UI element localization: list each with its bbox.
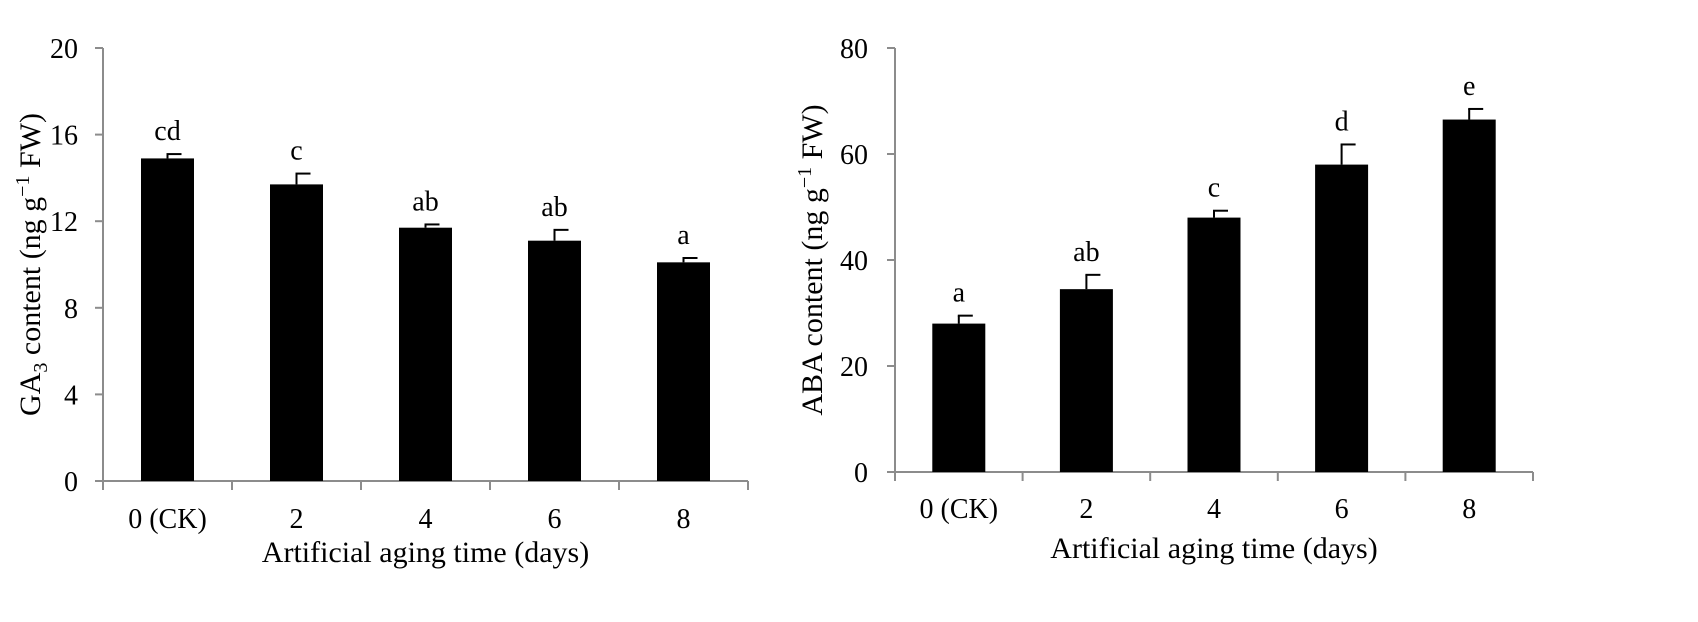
bar (270, 184, 323, 481)
significance-label: ab (1073, 237, 1099, 268)
significance-label: c (1208, 173, 1220, 204)
x-tick-label: 0 (CK) (920, 494, 999, 525)
ga3-chart: 0 4 8 12 16 20 cd 0 (CK) c 2 ab 4 ab 6 a 8 Artificial ag… (12, 34, 749, 569)
significance-label: a (953, 278, 966, 309)
y-axis-title: ABA content (ng g−1 FW) (794, 104, 829, 415)
y-tick-label: 20 (840, 352, 868, 383)
y-tick-label: 0 (64, 467, 78, 498)
y-tick-label: 40 (840, 246, 868, 277)
bar (1315, 164, 1369, 472)
significance-label: d (1335, 106, 1349, 137)
x-tick-label: 2 (290, 504, 304, 535)
bar (1187, 217, 1241, 472)
y-axis-title: GA3 content (ng g−1 FW) (12, 113, 52, 416)
y-tick-label: 8 (64, 294, 78, 325)
bar (932, 323, 986, 472)
bar (141, 158, 194, 482)
aba-chart: 0 20 40 60 80 a 0 (CK) ab 2 c 4 d 6 e 8 Artificial agin… (794, 34, 1534, 565)
x-tick-label: 4 (1207, 494, 1221, 525)
x-tick-label: 6 (548, 504, 562, 535)
x-tick-label: 6 (1335, 494, 1349, 525)
bar (657, 262, 710, 481)
x-axis-title: Artificial aging time (days) (1050, 532, 1377, 565)
x-tick-label: 0 (CK) (128, 504, 207, 535)
x-tick-label: 8 (677, 504, 691, 535)
significance-label: ab (541, 192, 567, 223)
y-tick-label: 80 (840, 34, 868, 65)
bar (1442, 119, 1496, 473)
y-tick-label: 60 (840, 140, 868, 171)
y-axis-title-part: FW) (796, 104, 829, 167)
significance-label: cd (154, 116, 180, 147)
y-tick-label: 20 (50, 34, 78, 65)
significance-label: e (1463, 71, 1475, 102)
x-axis-title: Artificial aging time (days) (262, 536, 589, 569)
y-tick-label: 16 (50, 121, 78, 152)
x-tick-label: 4 (419, 504, 433, 535)
x-tick-label: 8 (1462, 494, 1476, 525)
x-tick-label: 2 (1079, 494, 1093, 525)
y-axis-title-part: content (ng g (14, 197, 47, 363)
y-tick-label: 12 (50, 207, 78, 238)
y-tick-label: 0 (854, 458, 868, 489)
y-axis-title-part: FW) (14, 113, 47, 176)
y-axis-title-part: 3 (30, 363, 52, 373)
significance-label: a (677, 220, 690, 251)
y-axis-title-part: GA (14, 372, 47, 416)
y-tick-label: 4 (64, 380, 78, 411)
significance-label: c (290, 136, 302, 167)
significance-label: ab (412, 186, 438, 217)
bar (399, 227, 452, 481)
y-axis-title-part: ABA content (ng g (796, 188, 829, 415)
y-axis-title-part: −1 (794, 167, 816, 188)
bar (1059, 289, 1113, 472)
bar (528, 240, 581, 481)
y-axis-title-part: −1 (12, 176, 34, 197)
